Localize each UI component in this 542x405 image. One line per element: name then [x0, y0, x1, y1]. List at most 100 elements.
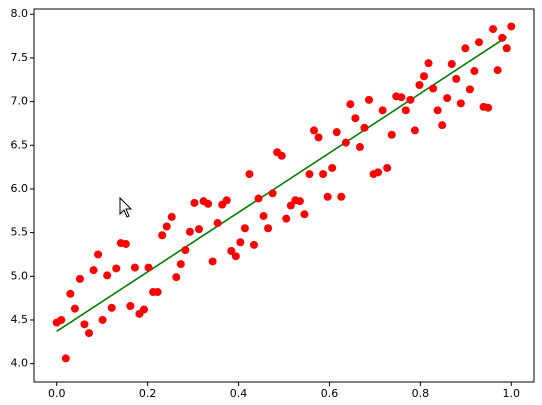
point: [401, 106, 410, 115]
y-tick-label: 7.0: [11, 95, 29, 108]
point: [227, 246, 236, 255]
point: [250, 240, 258, 249]
point: [365, 95, 373, 104]
point: [295, 197, 304, 206]
point: [222, 196, 231, 205]
point: [185, 227, 194, 236]
x-tick-label: 1.0: [503, 387, 521, 400]
point: [420, 72, 428, 81]
y-tick-label: 7.5: [11, 51, 29, 64]
point: [314, 133, 323, 142]
x-tick-label: 0.0: [48, 387, 66, 400]
y-tick-label: 5.5: [11, 226, 29, 239]
x-tick-label: 0.6: [321, 387, 339, 400]
point: [172, 273, 181, 282]
point: [433, 106, 442, 115]
point: [130, 263, 139, 272]
point: [80, 320, 89, 329]
point: [254, 194, 263, 203]
point: [341, 138, 350, 147]
point: [70, 304, 79, 313]
point: [75, 274, 84, 283]
plot-frame: [33, 8, 535, 383]
point: [493, 66, 502, 75]
point: [374, 168, 383, 177]
point: [310, 126, 318, 135]
point: [89, 266, 98, 275]
point: [332, 128, 341, 137]
point: [181, 246, 190, 255]
point: [489, 25, 498, 34]
point: [204, 199, 213, 208]
point: [61, 354, 70, 363]
point: [360, 123, 369, 132]
point: [328, 163, 337, 172]
y-tick-label: 8.0: [11, 7, 29, 20]
point: [103, 271, 112, 280]
point: [300, 210, 309, 219]
point: [507, 22, 516, 31]
point: [277, 151, 286, 160]
point: [456, 99, 465, 108]
point: [378, 106, 387, 115]
point: [259, 212, 268, 221]
point: [383, 163, 392, 172]
point: [176, 260, 185, 269]
y-tick-label: 6.0: [11, 182, 29, 195]
point: [502, 44, 511, 53]
point: [346, 100, 355, 109]
point: [355, 143, 364, 152]
point: [452, 74, 461, 83]
x-tick-label: 0.8: [412, 387, 430, 400]
point: [268, 189, 277, 198]
point: [319, 170, 328, 179]
point: [140, 305, 148, 314]
point: [410, 126, 419, 135]
x-tick-label: 0.2: [139, 387, 157, 400]
point: [475, 38, 483, 47]
point: [236, 238, 245, 247]
point: [213, 219, 222, 228]
point: [57, 315, 66, 324]
point: [190, 198, 199, 207]
point: [305, 170, 314, 179]
point: [438, 121, 447, 130]
point: [245, 170, 254, 179]
point: [85, 329, 93, 338]
point: [94, 250, 103, 259]
point: [415, 80, 424, 89]
y-tick-label: 6.5: [11, 138, 29, 151]
cursor: [119, 196, 133, 218]
point: [144, 263, 153, 272]
point: [406, 95, 415, 104]
point: [167, 212, 176, 221]
point: [107, 303, 116, 312]
point: [461, 44, 470, 53]
point: [153, 288, 162, 297]
point: [429, 84, 438, 93]
point: [282, 214, 291, 223]
point: [162, 222, 171, 231]
point: [387, 130, 396, 139]
point: [323, 192, 332, 201]
y-tick-label: 4.0: [11, 357, 29, 370]
y-tick-label: 4.5: [11, 313, 29, 326]
point: [447, 60, 456, 69]
y-tick-label: 5.0: [11, 269, 29, 282]
point: [498, 33, 507, 42]
point: [112, 264, 121, 273]
point: [240, 224, 249, 233]
point: [351, 114, 360, 123]
point: [158, 231, 167, 240]
point: [264, 224, 273, 233]
point: [286, 201, 295, 210]
point: [470, 67, 479, 76]
point: [231, 252, 240, 261]
point: [424, 59, 433, 68]
point: [337, 192, 346, 201]
point: [98, 315, 107, 324]
point: [465, 85, 474, 94]
point: [397, 93, 406, 102]
